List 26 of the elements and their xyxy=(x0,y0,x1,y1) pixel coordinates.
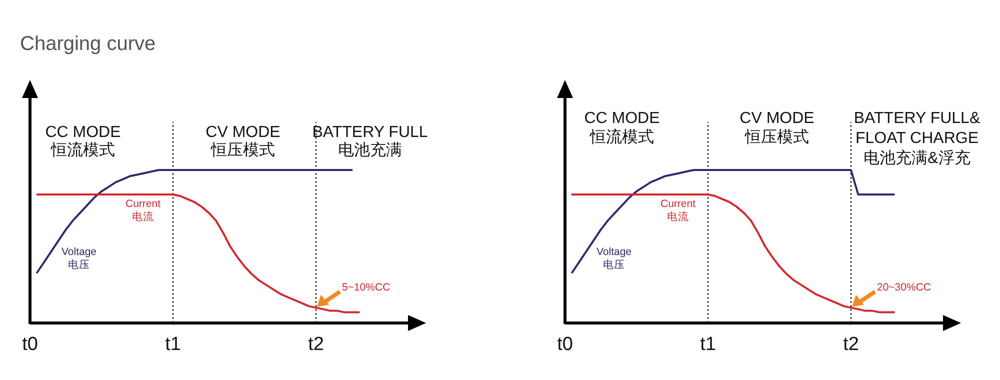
chart-title: Charging curve xyxy=(20,33,156,55)
text: CC MODE xyxy=(45,124,121,141)
series-label: Voltage 电压 xyxy=(61,246,97,271)
text: 恒流模式 xyxy=(50,141,115,159)
text: 电池充满 xyxy=(338,141,402,159)
text: CV MODE xyxy=(740,110,814,127)
x-tick-label: t0 xyxy=(22,334,38,355)
text: BATTERY FULL& xyxy=(854,110,980,127)
x-tick-label: t0 xyxy=(557,334,573,355)
text: 恒压模式 xyxy=(744,128,809,146)
text: 恒压模式 xyxy=(210,141,275,159)
annotation: 5~10%CC xyxy=(342,282,391,294)
text: 电池充满&浮充 xyxy=(864,149,970,167)
x-tick-label: t1 xyxy=(700,334,716,355)
series-label: Voltage 电压 xyxy=(596,246,632,271)
x-tick-label: t2 xyxy=(308,334,324,355)
series-label: Current 电流 xyxy=(125,198,161,223)
text: BATTERY FULL xyxy=(312,124,428,141)
annotation: 20~30%CC xyxy=(877,282,932,294)
x-tick-label: t1 xyxy=(165,334,181,355)
x-tick-label: t2 xyxy=(843,334,859,355)
text: 恒流模式 xyxy=(589,128,654,146)
text: FLOAT CHARGE xyxy=(856,130,978,147)
text: CV MODE xyxy=(206,124,280,141)
text: CC MODE xyxy=(584,110,660,127)
series-label: Current 电流 xyxy=(660,198,696,223)
